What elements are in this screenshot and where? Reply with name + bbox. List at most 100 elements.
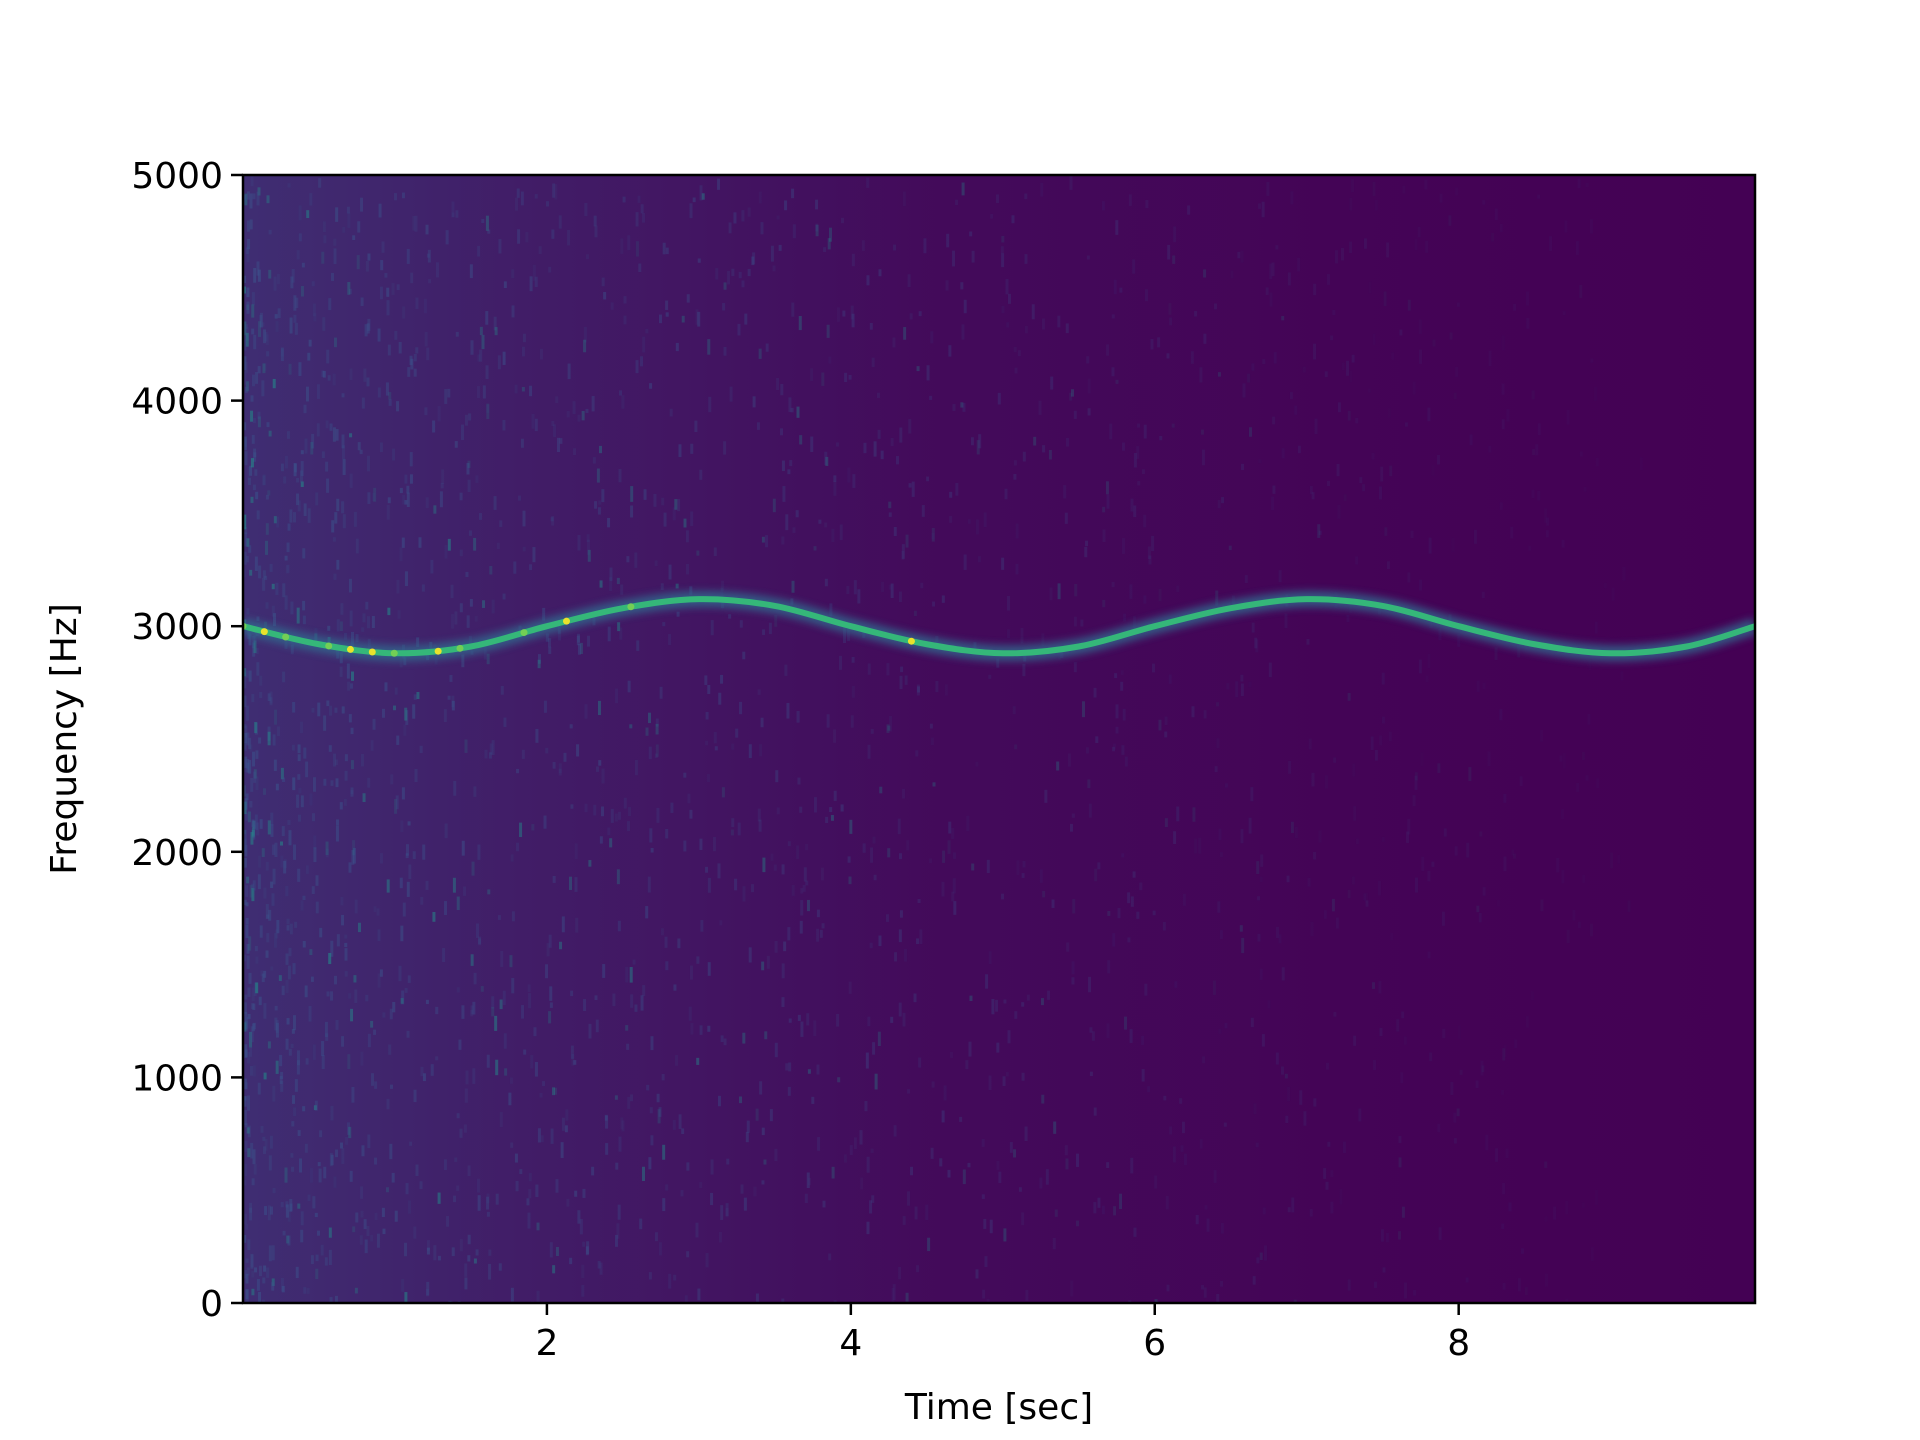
noise-speckle	[244, 1020, 248, 1032]
noise-speckle	[262, 1277, 266, 1284]
noise-speckle	[1107, 960, 1111, 974]
noise-speckle	[292, 777, 296, 791]
noise-speckle	[349, 1170, 353, 1182]
noise-speckle	[534, 194, 538, 199]
noise-speckle	[259, 312, 263, 328]
noise-speckle	[848, 981, 852, 994]
noise-speckle	[525, 232, 529, 243]
noise-speckle	[371, 1073, 375, 1086]
noise-speckle	[1363, 893, 1367, 901]
noise-speckle	[600, 806, 604, 817]
noise-speckle	[1413, 1289, 1417, 1296]
noise-speckle	[467, 479, 471, 492]
noise-speckle	[394, 1210, 398, 1222]
noise-speckle	[628, 807, 632, 817]
noise-speckle	[623, 296, 627, 304]
noise-speckle	[1240, 829, 1244, 844]
noise-speckle	[1087, 408, 1091, 416]
noise-speckle	[649, 1107, 653, 1114]
noise-speckle	[664, 936, 668, 948]
noise-speckle	[245, 247, 249, 255]
noise-speckle	[1088, 803, 1092, 818]
noise-speckle	[1187, 205, 1191, 215]
noise-speckle	[466, 615, 470, 628]
noise-speckle	[765, 343, 769, 352]
noise-speckle	[355, 538, 359, 554]
noise-speckle	[623, 315, 627, 325]
noise-speckle	[991, 998, 995, 1015]
noise-speckle	[412, 851, 416, 860]
noise-speckle	[367, 616, 371, 629]
noise-speckle	[293, 463, 297, 477]
noise-speckle	[272, 613, 276, 627]
noise-speckle	[1005, 279, 1009, 295]
noise-speckle	[774, 1042, 778, 1058]
noise-speckle	[1343, 494, 1347, 502]
noise-speckle	[1163, 1095, 1167, 1101]
noise-speckle	[330, 780, 334, 786]
noise-speckle	[1001, 305, 1005, 314]
noise-speckle	[787, 927, 791, 941]
noise-speckle	[1398, 1136, 1402, 1143]
noise-speckle	[742, 651, 746, 660]
noise-speckle	[581, 1264, 585, 1279]
noise-speckle	[1610, 852, 1614, 869]
noise-speckle	[503, 1033, 507, 1049]
noise-speckle	[349, 683, 353, 689]
noise-speckle	[252, 751, 256, 767]
noise-speckle	[1015, 563, 1019, 575]
noise-speckle	[609, 567, 613, 581]
noise-speckle	[605, 1115, 609, 1129]
noise-speckle	[336, 619, 340, 632]
noise-speckle	[593, 215, 597, 227]
noise-speckle	[364, 324, 368, 337]
noise-speckle	[1414, 239, 1418, 251]
noise-speckle	[307, 352, 311, 361]
noise-speckle	[1362, 484, 1366, 492]
noise-speckle	[649, 383, 653, 389]
noise-speckle	[1002, 1076, 1006, 1086]
noise-speckle	[908, 483, 912, 488]
noise-speckle	[311, 707, 315, 713]
noise-speckle	[1544, 1216, 1548, 1222]
noise-speckle	[432, 420, 436, 433]
noise-speckle	[931, 527, 935, 542]
noise-speckle	[268, 1245, 272, 1262]
noise-speckle	[1288, 760, 1292, 774]
noise-speckle	[379, 286, 383, 300]
noise-speckle	[257, 874, 261, 890]
noise-speckle	[582, 1241, 586, 1247]
noise-speckle	[255, 648, 259, 654]
noise-speckle	[473, 786, 477, 797]
noise-speckle	[630, 994, 634, 1008]
noise-speckle	[948, 821, 952, 834]
noise-speckle	[1370, 736, 1374, 751]
noise-speckle	[252, 1023, 256, 1032]
noise-speckle	[555, 1247, 559, 1256]
noise-speckle	[1337, 504, 1341, 519]
noise-speckle	[1269, 263, 1273, 280]
noise-speckle	[547, 638, 551, 648]
noise-speckle	[298, 814, 302, 822]
noise-speckle	[330, 1154, 334, 1166]
noise-speckle	[1562, 752, 1566, 769]
noise-speckle	[254, 556, 258, 572]
noise-speckle	[250, 1142, 254, 1159]
noise-speckle	[632, 959, 636, 965]
noise-speckle	[252, 824, 256, 840]
noise-speckle	[947, 840, 951, 854]
noise-speckle	[480, 986, 484, 992]
noise-speckle	[658, 1242, 662, 1256]
noise-speckle	[1455, 187, 1459, 196]
noise-speckle	[510, 1142, 514, 1148]
noise-speckle	[346, 663, 350, 679]
noise-speckle	[1251, 363, 1255, 371]
noise-speckle	[412, 216, 416, 231]
noise-speckle	[1457, 1025, 1461, 1039]
noise-speckle	[302, 548, 306, 559]
noise-speckle	[472, 1068, 476, 1084]
noise-speckle	[614, 813, 618, 822]
noise-speckle	[514, 384, 518, 394]
noise-speckle	[333, 1176, 337, 1188]
noise-speckle	[1069, 175, 1073, 190]
